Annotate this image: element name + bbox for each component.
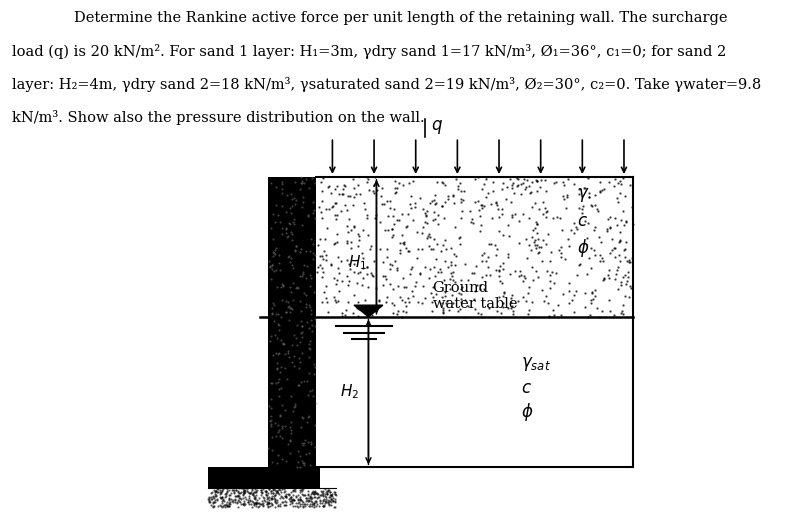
Text: $\gamma$: $\gamma$	[577, 186, 590, 204]
Text: $c$: $c$	[521, 380, 532, 397]
Text: $H_2$: $H_2$	[340, 383, 359, 401]
Text: $c$: $c$	[577, 213, 588, 230]
Bar	[208, 467, 320, 488]
Text: $H_1$: $H_1$	[348, 253, 367, 272]
Text: water table: water table	[433, 297, 517, 310]
Text: load (q) is 20 kN/m². For sand 1 layer: H₁=3m, γdry sand 1=17 kN/m³, Ø₁=36°, c₁=: load (q) is 20 kN/m². For sand 1 layer: …	[12, 44, 727, 59]
Text: $\gamma_{sat}$: $\gamma_{sat}$	[521, 355, 550, 373]
Text: kN/m³. Show also the pressure distribution on the wall.: kN/m³. Show also the pressure distributi…	[12, 110, 425, 125]
Text: Determine the Rankine active force per unit length of the retaining wall. The su: Determine the Rankine active force per u…	[74, 11, 727, 25]
Polygon shape	[354, 305, 383, 317]
Text: $q$: $q$	[431, 118, 443, 136]
Text: $\phi$: $\phi$	[577, 237, 590, 259]
Bar	[268, 177, 316, 467]
Text: layer: H₂=4m, γdry sand 2=18 kN/m³, γsaturated sand 2=19 kN/m³, Ø₂=30°, c₂=0. Ta: layer: H₂=4m, γdry sand 2=18 kN/m³, γsat…	[12, 77, 761, 92]
Text: $\phi$: $\phi$	[521, 401, 533, 423]
Text: Ground: Ground	[433, 281, 489, 295]
